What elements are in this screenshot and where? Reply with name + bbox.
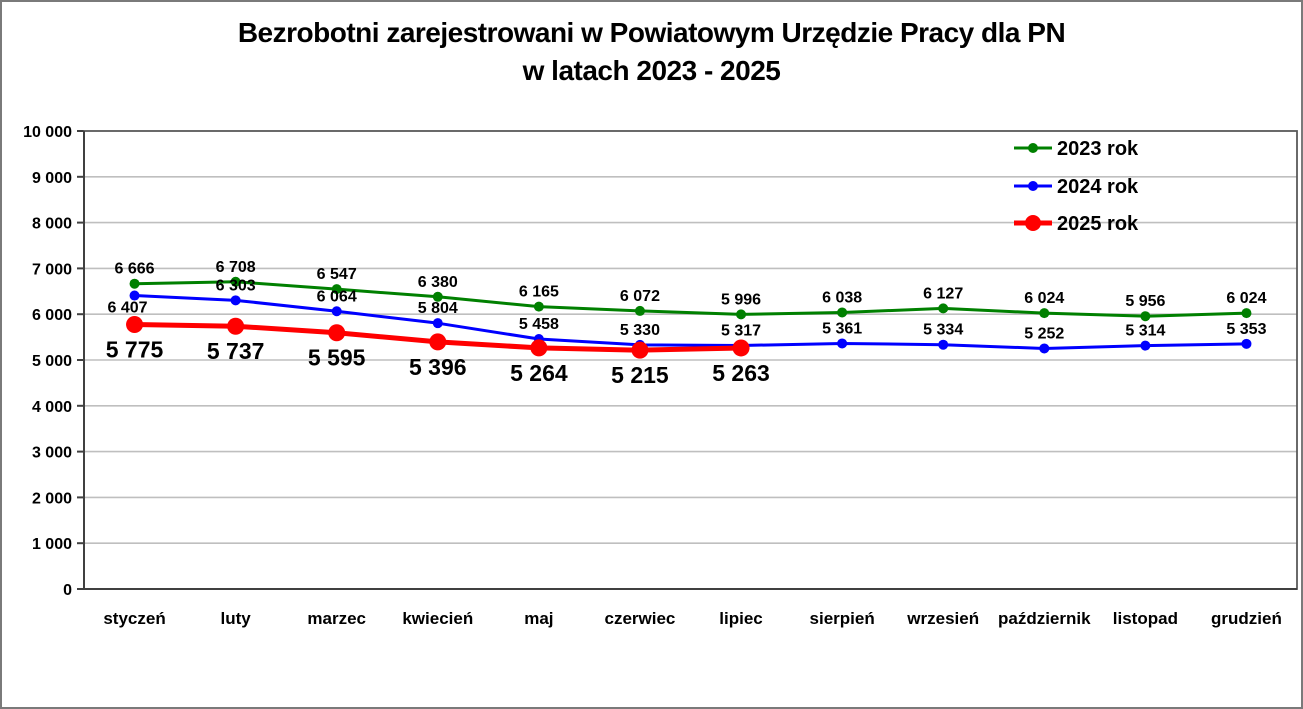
x-axis-label: kwiecień <box>402 609 473 628</box>
data-point-label: 6 407 <box>108 300 148 317</box>
legend-item-marker <box>1028 143 1038 153</box>
data-point-label: 5 956 <box>1125 293 1165 310</box>
data-point-marker <box>736 309 747 320</box>
y-axis-label: 6 000 <box>32 307 72 324</box>
x-axis-label: listopad <box>1113 609 1178 628</box>
data-point-label: 6 024 <box>1226 290 1266 307</box>
data-point-marker <box>230 295 241 306</box>
y-axis-label: 9 000 <box>32 170 72 187</box>
data-point-label: 5 334 <box>923 322 963 339</box>
y-axis-label: 4 000 <box>32 399 72 416</box>
data-point-label: 6 380 <box>418 274 458 291</box>
data-point-marker <box>533 301 544 312</box>
legend-item-label: 2025 rok <box>1057 213 1139 235</box>
data-point-label: 6 547 <box>317 266 357 283</box>
x-axis-label: luty <box>221 609 252 628</box>
data-point-label: 5 330 <box>620 322 660 339</box>
data-point-label: 5 317 <box>721 322 761 339</box>
y-axis-label: 7 000 <box>32 261 72 278</box>
data-point-marker <box>938 339 949 350</box>
data-point-label: 5 264 <box>510 360 568 386</box>
data-point-marker <box>1241 308 1252 319</box>
x-axis-label: sierpień <box>810 609 875 628</box>
x-axis-label: październik <box>998 609 1091 628</box>
data-point-label: 6 165 <box>519 284 559 301</box>
data-point-marker <box>129 290 140 301</box>
x-axis-label: lipiec <box>719 609 762 628</box>
data-point-marker <box>1140 311 1151 322</box>
data-point-marker <box>432 291 443 302</box>
data-point-marker <box>429 333 447 351</box>
data-point-marker <box>230 276 241 287</box>
data-point-label: 5 361 <box>822 320 862 337</box>
legend-item-marker <box>1025 215 1041 231</box>
data-point-marker <box>938 303 949 314</box>
data-point-marker <box>227 317 245 335</box>
y-axis-label: 1 000 <box>32 536 72 553</box>
data-point-marker <box>129 278 140 289</box>
y-axis-label: 0 <box>63 582 72 599</box>
data-point-marker <box>328 324 346 342</box>
data-point-label: 6 303 <box>216 277 256 294</box>
data-point-marker <box>530 339 548 357</box>
y-axis-label: 8 000 <box>32 216 72 233</box>
legend-item-label: 2024 rok <box>1057 176 1139 198</box>
data-point-label: 5 595 <box>308 345 366 371</box>
data-point-label: 6 708 <box>216 259 256 276</box>
data-point-label: 5 252 <box>1024 325 1064 342</box>
data-point-label: 6 127 <box>923 285 963 302</box>
y-axis-label: 10 000 <box>23 124 72 141</box>
data-point-label: 6 064 <box>317 288 357 305</box>
legend-item-marker <box>1028 181 1038 191</box>
x-axis-label: styczeń <box>103 609 165 628</box>
data-point-label: 5 996 <box>721 291 761 308</box>
x-axis-label: czerwiec <box>605 609 676 628</box>
series-line-2023-rok <box>134 280 1247 318</box>
data-point-label: 5 215 <box>611 362 669 388</box>
y-axis-label: 2 000 <box>32 490 72 507</box>
data-point-label: 5 263 <box>712 360 770 386</box>
data-point-marker <box>1039 343 1050 354</box>
x-axis-label: maj <box>524 609 553 628</box>
data-point-label: 5 353 <box>1226 321 1266 338</box>
data-point-marker <box>1039 308 1050 319</box>
data-point-marker <box>331 306 342 317</box>
data-point-marker <box>1241 338 1252 349</box>
data-point-marker <box>732 339 750 357</box>
x-axis-label: wrzesień <box>906 609 979 628</box>
data-point-marker <box>331 284 342 295</box>
series-line-2024-rok <box>134 294 1247 350</box>
data-point-marker <box>1140 340 1151 351</box>
chart-title-line1: Bezrobotni zarejestrowani w Powiatowym U… <box>237 17 1066 48</box>
data-point-label: 6 024 <box>1024 290 1064 307</box>
data-point-label: 5 775 <box>106 337 164 363</box>
data-point-label: 5 737 <box>207 338 265 364</box>
legend-item-label: 2023 rok <box>1057 138 1139 160</box>
y-axis-label: 3 000 <box>32 445 72 462</box>
data-point-label: 6 072 <box>620 288 660 305</box>
data-point-marker <box>837 307 848 318</box>
x-axis-label: marzec <box>307 609 366 628</box>
data-point-marker <box>634 305 645 316</box>
data-point-marker <box>631 341 649 359</box>
data-point-label: 6 038 <box>822 289 862 306</box>
data-point-label: 5 804 <box>418 300 458 317</box>
data-point-marker <box>837 338 848 349</box>
data-point-label: 5 314 <box>1125 323 1165 340</box>
x-axis-label: grudzień <box>1211 609 1282 628</box>
data-point-marker <box>432 318 443 329</box>
chart-title-line2: w latach 2023 - 2025 <box>522 55 781 86</box>
y-axis-label: 5 000 <box>32 353 72 370</box>
data-point-label: 5 458 <box>519 316 559 333</box>
chart-title: Bezrobotni zarejestrowani w Powiatowym U… <box>2 14 1301 90</box>
data-point-marker <box>126 316 144 334</box>
data-point-label: 5 396 <box>409 354 467 380</box>
data-point-label: 6 666 <box>115 261 155 278</box>
